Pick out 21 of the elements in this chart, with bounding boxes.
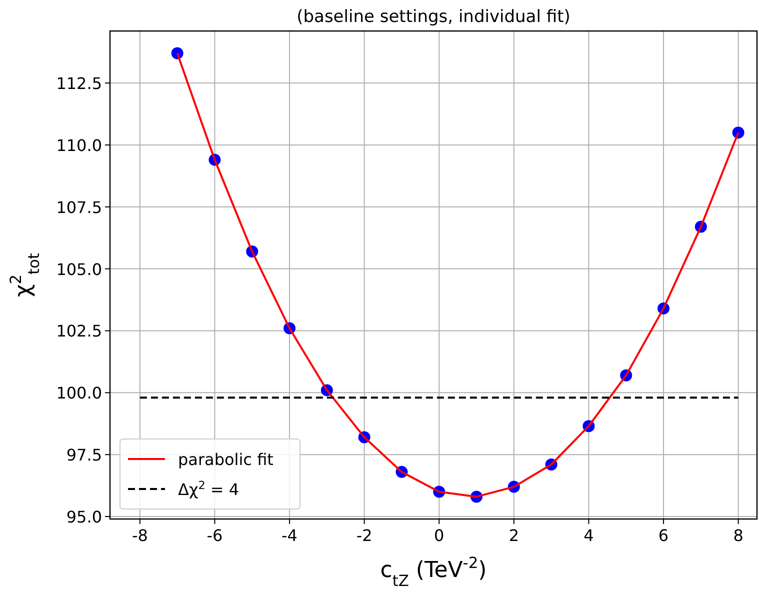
y-tick-label: 102.5 <box>56 322 102 341</box>
legend-label: parabolic fit <box>178 450 274 469</box>
x-tick-label: 2 <box>508 526 519 545</box>
x-tick-label: -2 <box>356 526 372 545</box>
x-tick-label: 8 <box>733 526 744 545</box>
x-tick-label: -8 <box>132 526 148 545</box>
y-tick-label: 105.0 <box>56 260 102 279</box>
y-tick-label: 97.5 <box>66 446 102 465</box>
y-tick-label: 95.0 <box>66 508 102 527</box>
x-tick-label: 0 <box>434 526 444 545</box>
x-tick-label: -6 <box>206 526 223 545</box>
y-tick-label: 107.5 <box>56 198 102 217</box>
chart-title: (baseline settings, individual fit) <box>296 7 570 27</box>
y-tick-label: 110.0 <box>56 136 102 155</box>
x-tick-label: 6 <box>658 526 669 545</box>
x-tick-label: 4 <box>584 526 594 545</box>
x-tick-label: -4 <box>282 526 298 545</box>
y-tick-label: 112.5 <box>56 74 102 94</box>
x-axis-title: c$_{tZ}$ (TeV$^{-2}$) <box>380 554 487 590</box>
y-tick-label: 100.0 <box>56 384 102 403</box>
legend-label: Δχ$^{2}$ = 4 <box>178 478 240 499</box>
